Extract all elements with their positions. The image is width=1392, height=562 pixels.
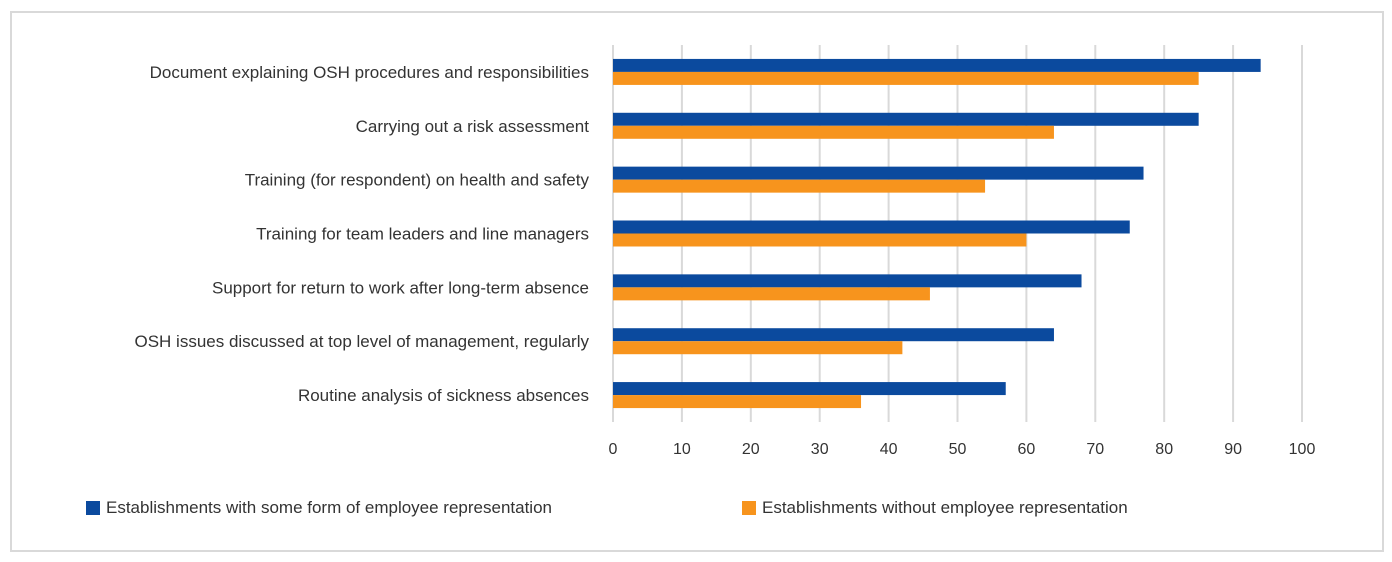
legend-item-without-representation: Establishments without employee represen… xyxy=(742,498,1128,518)
bar-without-representation xyxy=(613,71,1199,85)
bar-without-representation xyxy=(613,287,930,301)
bar-with-representation xyxy=(613,382,1006,396)
legend-swatch-with-representation xyxy=(86,501,100,515)
bar-with-representation xyxy=(613,328,1054,342)
category-label: Training for team leaders and line manag… xyxy=(256,225,589,244)
bar-with-representation xyxy=(613,166,1144,180)
bar-without-representation xyxy=(613,233,1027,247)
x-tick-label: 50 xyxy=(949,441,967,458)
x-tick-label: 30 xyxy=(811,441,829,458)
legend-label-without-representation: Establishments without employee represen… xyxy=(762,498,1128,517)
bar-without-representation xyxy=(613,125,1054,139)
legend-item-with-representation: Establishments with some form of employe… xyxy=(86,498,552,518)
x-tick-label: 60 xyxy=(1018,441,1036,458)
bar-without-representation xyxy=(613,395,862,409)
x-tick-label: 0 xyxy=(609,441,618,458)
category-label: Document explaining OSH procedures and r… xyxy=(150,63,589,82)
bar-without-representation xyxy=(613,179,986,193)
bar-with-representation xyxy=(613,274,1082,288)
bar-with-representation xyxy=(613,58,1261,72)
x-tick-label: 20 xyxy=(742,441,760,458)
bars xyxy=(613,58,1261,409)
x-tick-labels: 0 10 20 30 40 50 60 70 80 90 100 xyxy=(609,441,1316,458)
x-tick-label: 40 xyxy=(880,441,898,458)
gridlines xyxy=(612,45,1303,422)
x-tick-label: 100 xyxy=(1289,441,1316,458)
category-label: Carrying out a risk assessment xyxy=(356,117,590,136)
category-label: Support for return to work after long-te… xyxy=(212,278,589,297)
category-labels: Document explaining OSH procedures and r… xyxy=(134,63,589,405)
x-tick-label: 10 xyxy=(673,441,691,458)
bar-with-representation xyxy=(613,220,1130,234)
x-tick-label: 90 xyxy=(1224,441,1242,458)
legend-label-with-representation: Establishments with some form of employe… xyxy=(106,498,552,517)
category-label: Routine analysis of sickness absences xyxy=(298,386,589,405)
bar-with-representation xyxy=(613,112,1199,126)
x-tick-label: 70 xyxy=(1086,441,1104,458)
legend-swatch-without-representation xyxy=(742,501,756,515)
bar-without-representation xyxy=(613,341,903,355)
category-label: Training (for respondent) on health and … xyxy=(245,171,590,190)
category-label: OSH issues discussed at top level of man… xyxy=(134,332,589,351)
x-tick-label: 80 xyxy=(1155,441,1173,458)
